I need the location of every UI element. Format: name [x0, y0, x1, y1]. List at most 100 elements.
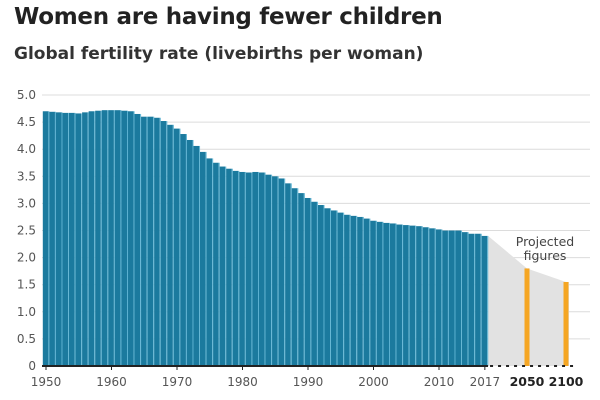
y-tick-label: 1.0 — [17, 305, 36, 319]
bar-gap — [140, 113, 142, 366]
bar-gap — [487, 235, 489, 366]
bar-2010 — [435, 229, 442, 366]
bar-1984 — [265, 174, 272, 366]
bar-1960 — [108, 110, 114, 367]
y-tick-label: 5.0 — [17, 88, 36, 102]
bar-2012 — [448, 230, 455, 366]
bar-gap — [290, 183, 292, 366]
bar-gap — [421, 226, 423, 366]
bar-gap — [159, 117, 161, 366]
bar-2015 — [468, 233, 475, 366]
bar-gap — [81, 113, 83, 366]
bar-gap — [133, 111, 135, 366]
bar-1976 — [213, 162, 219, 366]
bar-2003 — [389, 223, 396, 366]
annotation-line-1: Projected — [516, 234, 574, 249]
x-tick-label: 2000 — [358, 375, 389, 389]
bar-gap — [474, 233, 476, 366]
bar-1968 — [160, 121, 167, 367]
projected-bar-2050 — [524, 268, 530, 366]
bar-gap — [284, 178, 286, 366]
bar-2013 — [455, 230, 462, 366]
bar-1997 — [350, 215, 357, 366]
bar-1955 — [75, 113, 82, 366]
bar-gap — [166, 121, 168, 367]
x-tick-label: 1990 — [293, 375, 324, 389]
bar-gap — [238, 170, 240, 366]
bar-gap — [127, 110, 128, 366]
bar-gap — [107, 110, 109, 367]
bar-1979 — [232, 170, 239, 366]
bar-1951 — [49, 111, 55, 366]
bar-gap — [218, 162, 220, 366]
bar-gap — [94, 111, 96, 366]
bar-gap — [54, 111, 56, 366]
bar-1957 — [88, 111, 95, 366]
annotation-line-2: figures — [524, 248, 567, 263]
y-tick-label: 4.0 — [17, 142, 36, 156]
bar-gap — [316, 201, 318, 366]
bar-gap — [172, 124, 174, 366]
bar-gap — [297, 188, 299, 366]
bar-gap — [192, 139, 194, 366]
bar-1981 — [245, 172, 252, 366]
x-tick-label: 2017 — [470, 375, 501, 389]
projected-bar-2100 — [563, 281, 569, 366]
bar-gap — [258, 171, 259, 366]
bar-2001 — [376, 221, 383, 366]
x-tick-label: 1970 — [162, 375, 193, 389]
y-tick-label: 3.0 — [17, 196, 36, 210]
x-tick-label: 2010 — [424, 375, 455, 389]
bar-gap — [225, 166, 227, 366]
bar-gap — [179, 128, 181, 366]
bar-gap — [303, 193, 305, 366]
y-tick-label: 0.5 — [17, 332, 36, 346]
bar-2005 — [403, 225, 409, 366]
bar-2011 — [442, 230, 448, 366]
bar-gap — [271, 174, 273, 366]
bar-gap — [120, 110, 122, 367]
bar-gap — [467, 232, 469, 366]
bar-2000 — [370, 220, 376, 366]
x-tick-label: 1960 — [96, 375, 127, 389]
bar-gap — [277, 176, 279, 366]
bar-1985 — [272, 176, 278, 366]
bar-1996 — [344, 214, 350, 366]
bar-gap — [402, 224, 404, 366]
bar-1970 — [173, 128, 180, 366]
bar-1959 — [101, 110, 108, 367]
bar-gap — [375, 220, 377, 366]
bar-1982 — [252, 171, 258, 366]
bar-1956 — [82, 112, 88, 367]
bar-gap — [212, 158, 214, 366]
bar-1972 — [186, 139, 193, 366]
bar-gap — [461, 230, 463, 366]
bar-2014 — [462, 232, 468, 366]
bar-gap — [205, 151, 207, 366]
bar-1961 — [114, 110, 121, 367]
bar-gap — [100, 110, 102, 366]
bar-2002 — [383, 222, 389, 366]
bar-2007 — [416, 226, 422, 366]
bar-gap — [343, 212, 345, 366]
bar-1966 — [147, 116, 154, 367]
bar-1965 — [141, 116, 147, 367]
bar-1995 — [337, 212, 344, 366]
bar-gap — [441, 229, 443, 366]
bar-1952 — [55, 112, 62, 367]
bar-gap — [310, 197, 312, 366]
bar-gap — [244, 171, 246, 366]
bar-1988 — [291, 188, 298, 366]
bar-gap — [61, 112, 63, 367]
bar-gap — [415, 225, 417, 366]
bar-gap — [447, 230, 449, 366]
bar-1950 — [42, 111, 49, 366]
bar-1975 — [206, 158, 213, 366]
bar-gap — [231, 168, 233, 366]
bar-gap — [323, 205, 325, 366]
bar-gap — [264, 172, 266, 366]
bar-1963 — [127, 111, 134, 366]
bar-gap — [428, 227, 430, 366]
y-tick-label: 0 — [28, 359, 36, 373]
bar-2008 — [422, 227, 429, 366]
